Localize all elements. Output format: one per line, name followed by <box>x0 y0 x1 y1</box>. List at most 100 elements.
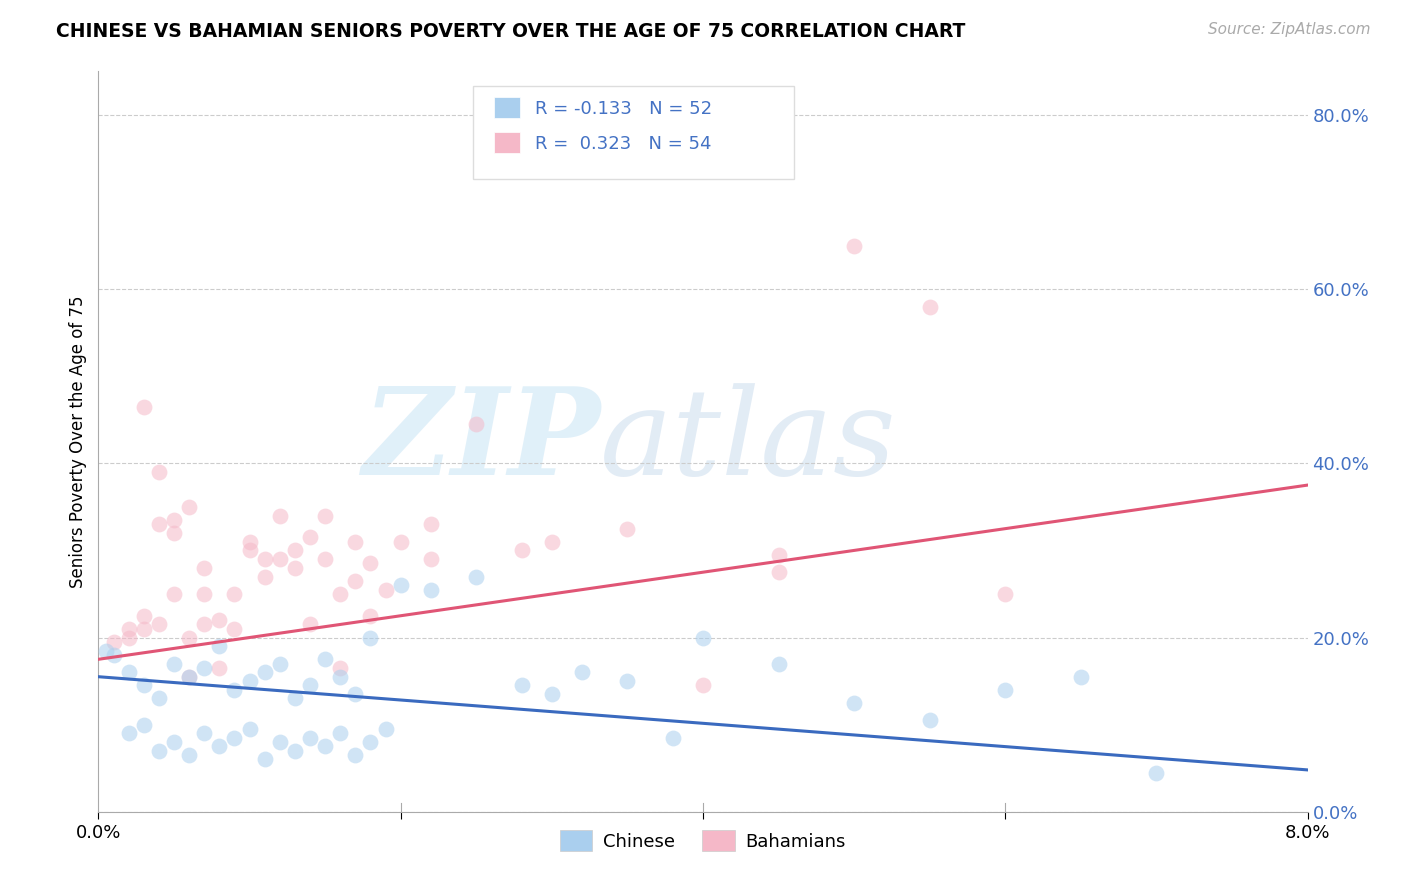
Point <box>103 648 125 662</box>
Point <box>239 674 262 689</box>
Point <box>118 631 141 645</box>
Point <box>360 608 382 623</box>
Point <box>224 587 246 601</box>
Point <box>299 530 322 544</box>
Point <box>329 726 352 740</box>
Point <box>571 665 593 680</box>
Point <box>540 687 562 701</box>
Point <box>208 661 231 675</box>
Point <box>132 400 155 414</box>
Point <box>1146 765 1168 780</box>
Point <box>389 578 412 592</box>
Point <box>284 744 307 758</box>
Point <box>616 674 638 689</box>
Point <box>360 557 382 571</box>
Point <box>132 622 155 636</box>
Point <box>299 678 322 692</box>
Point <box>163 657 186 671</box>
Point <box>239 543 262 558</box>
Text: atlas: atlas <box>600 383 897 500</box>
Point <box>179 631 201 645</box>
Point <box>239 722 262 736</box>
Point <box>193 587 215 601</box>
Point <box>163 587 186 601</box>
Point <box>616 522 638 536</box>
Point <box>284 561 307 575</box>
Text: CHINESE VS BAHAMIAN SENIORS POVERTY OVER THE AGE OF 75 CORRELATION CHART: CHINESE VS BAHAMIAN SENIORS POVERTY OVER… <box>56 22 966 41</box>
Point <box>179 500 201 514</box>
Point <box>148 744 170 758</box>
Point <box>103 635 125 649</box>
Point <box>179 670 201 684</box>
Point <box>314 552 336 566</box>
Point <box>465 417 488 431</box>
Point <box>148 465 170 479</box>
Point <box>208 639 231 653</box>
Point <box>253 569 276 583</box>
Point <box>269 552 291 566</box>
Point <box>692 631 714 645</box>
Point <box>118 665 141 680</box>
Point <box>224 682 246 697</box>
Point <box>224 731 246 745</box>
Point <box>661 731 683 745</box>
Point <box>420 552 443 566</box>
Point <box>692 678 714 692</box>
Point <box>389 534 412 549</box>
Point <box>768 565 790 579</box>
Point <box>284 691 307 706</box>
Point <box>208 613 231 627</box>
Point <box>420 517 443 532</box>
Point <box>510 543 533 558</box>
Point <box>299 731 322 745</box>
Point <box>994 587 1017 601</box>
Y-axis label: Seniors Poverty Over the Age of 75: Seniors Poverty Over the Age of 75 <box>69 295 87 588</box>
Point <box>284 543 307 558</box>
Point <box>314 508 336 523</box>
Point <box>299 617 322 632</box>
Point <box>208 739 231 754</box>
Point <box>329 587 352 601</box>
Point <box>193 617 215 632</box>
Point <box>253 552 276 566</box>
Point <box>94 643 117 657</box>
Point <box>344 534 367 549</box>
Point <box>148 691 170 706</box>
Point <box>193 561 215 575</box>
Point <box>918 713 941 727</box>
Point <box>118 726 141 740</box>
Point <box>844 238 866 252</box>
Point <box>344 574 367 588</box>
Point <box>163 735 186 749</box>
Point <box>148 617 170 632</box>
Point <box>314 739 336 754</box>
Point <box>179 670 201 684</box>
Point <box>374 582 396 597</box>
Point <box>253 665 276 680</box>
Point <box>540 534 562 549</box>
Point <box>465 569 488 583</box>
Point <box>163 513 186 527</box>
Point <box>132 717 155 731</box>
Point <box>179 748 201 763</box>
Point <box>329 661 352 675</box>
Point <box>768 548 790 562</box>
Point <box>360 735 382 749</box>
Point <box>239 534 262 549</box>
Point <box>360 631 382 645</box>
Text: Source: ZipAtlas.com: Source: ZipAtlas.com <box>1208 22 1371 37</box>
Point <box>269 508 291 523</box>
Point <box>193 726 215 740</box>
Legend: Chinese, Bahamians: Chinese, Bahamians <box>553 823 853 858</box>
FancyBboxPatch shape <box>474 87 793 178</box>
Point <box>269 735 291 749</box>
Point <box>163 526 186 541</box>
Point <box>148 517 170 532</box>
Point <box>1070 670 1092 684</box>
Bar <box>494 97 520 118</box>
Text: ZIP: ZIP <box>361 383 600 500</box>
Point <box>118 622 141 636</box>
Point <box>132 608 155 623</box>
Point <box>844 696 866 710</box>
Point <box>344 687 367 701</box>
